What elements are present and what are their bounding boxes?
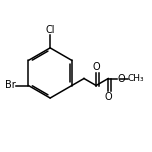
Text: Br: Br [5, 81, 16, 90]
Text: O: O [92, 62, 100, 72]
Text: O: O [117, 74, 125, 83]
Text: O: O [104, 92, 112, 102]
Text: CH₃: CH₃ [128, 74, 145, 83]
Text: Cl: Cl [45, 25, 55, 35]
